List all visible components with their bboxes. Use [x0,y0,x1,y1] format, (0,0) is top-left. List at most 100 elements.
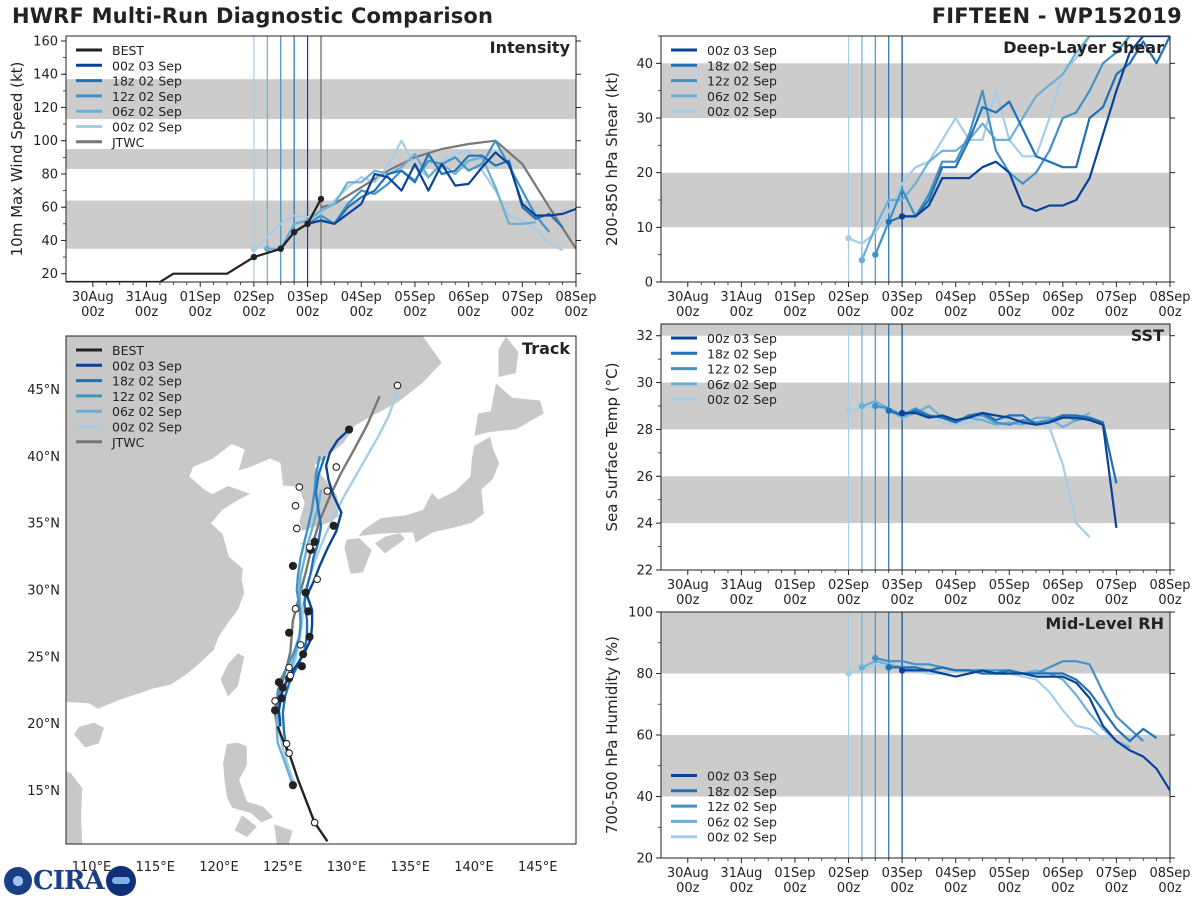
legend-label: 06z 02 Sep [707,814,777,829]
map-area [66,336,576,844]
y-tick-label: 26 [636,470,653,485]
eye-icon [4,867,32,895]
track-marker-open [313,575,322,584]
threshold-band [661,735,1170,797]
x-tick-label: 01Sep [180,290,221,305]
legend-label: 00z 02 Sep [112,120,182,135]
legend-label: 00z 02 Sep [707,392,777,407]
legend-label: JTWC [111,135,145,150]
y-tick-label: 80 [41,167,58,182]
y-tick-label: 100 [33,134,58,149]
track-line [281,455,326,751]
legend-label: 06z 02 Sep [707,89,777,104]
x-tick-label: 03Sep [882,578,923,593]
series-line [888,409,1118,484]
x-tick-label: 04Sep [341,290,382,305]
y-tick-label: 140 [33,68,58,83]
track-marker-filled [285,628,294,637]
y-tick-label: 120 [33,101,58,116]
indochina [66,756,83,844]
init-marker [858,664,866,671]
legend-label: 18z 02 Sep [707,58,777,73]
series-line [902,411,1118,528]
x-tick-label: 03Sep [882,290,923,305]
track-marker-open [285,663,293,672]
x-tick-label: 30Aug [667,290,709,305]
lon-tick-label: 140°E [454,860,494,875]
panel-title: Mid-Level RH [1045,614,1164,633]
x-tick-label: 00z [783,305,807,320]
legend-label: 12z 02 Sep [707,74,777,89]
init-marker [885,664,892,671]
y-tick-label: 20 [636,852,653,867]
legend-label: 18z 02 Sep [707,784,777,799]
x-tick-label: 00z [81,305,105,320]
track-marker-open [296,640,305,649]
x-tick-label: 02Sep [828,578,869,593]
init-marker [872,251,879,258]
series-line [848,36,1117,245]
init-marker [845,235,852,242]
x-tick-label: 00z [296,305,320,320]
y-tick-label: 24 [636,517,653,532]
x-tick-label: 00z [511,305,535,320]
legend-label: 12z 02 Sep [707,799,777,814]
legend-label: BEST [112,343,144,358]
x-tick-label: 07Sep [1096,290,1137,305]
track-marker-filled [297,662,306,671]
legend-label: 06z 02 Sep [112,104,182,119]
track-marker-open [271,697,279,705]
lat-tick-label: 15°N [27,784,60,799]
logo-text: CIRA [33,866,105,896]
x-tick-label: 30Aug [72,290,114,305]
init-marker [885,407,892,414]
x-tick-label: 00z [676,593,700,608]
cira-logo: CIRA [4,866,136,896]
track-marker-filled [299,650,308,659]
init-marker [858,402,866,410]
series-line [902,669,1170,791]
x-tick-label: 02Sep [828,866,869,881]
lon-tick-label: 130°E [327,860,367,875]
series-line [902,36,1170,218]
y-tick-label: 22 [636,564,653,579]
storm-id-title: FIFTEEN - WP152019 [931,4,1182,28]
x-tick-label: 00z [730,593,754,608]
figure-title: HWRF Multi-Run Diagnostic Comparison [12,4,494,28]
x-tick-label: 00z [783,881,807,896]
axes-frame [65,335,577,845]
x-tick-label: 00z [403,305,427,320]
threshold-band [661,476,1170,524]
x-tick-label: 00z [944,881,968,896]
x-tick-label: 00z [1158,593,1182,608]
init-marker [845,670,852,677]
panel-title: Intensity [490,38,571,57]
x-tick-label: 00z [944,305,968,320]
track-marker-filled [277,694,286,703]
track-marker-open [393,381,402,390]
track-marker-open [323,487,332,495]
legend-label: 12z 02 Sep [112,89,182,104]
noaa-badge-icon [105,866,136,896]
y-axis-label: 700-500 hPa Humidity (%) [603,636,621,834]
x-tick-label: 30Aug [667,866,709,881]
track-marker-filled [301,588,310,597]
chart-track: 110°E 115°E 120°E 125°E 130°E 135°E 140°E 145°E… [27,335,577,875]
y-tick-label: 10 [636,221,653,236]
legend-label: 00z 02 Sep [707,104,777,119]
init-marker [264,245,271,252]
series-line [888,666,1158,743]
legend-label: 00z 03 Sep [112,358,182,373]
luzon [222,742,275,823]
x-tick-label: 05Sep [394,290,435,305]
honshu [357,435,500,544]
track-marker-filled [304,607,313,616]
x-tick-label: 00z [1051,593,1075,608]
x-tick-label: 00z [135,305,159,320]
track-marker-open [286,671,295,680]
init-marker [845,407,852,414]
y-tick-label: 20 [41,267,58,282]
y-tick-label: 40 [636,790,653,805]
x-tick-label: 30Aug [667,578,709,593]
x-tick-label: 00z [837,593,861,608]
